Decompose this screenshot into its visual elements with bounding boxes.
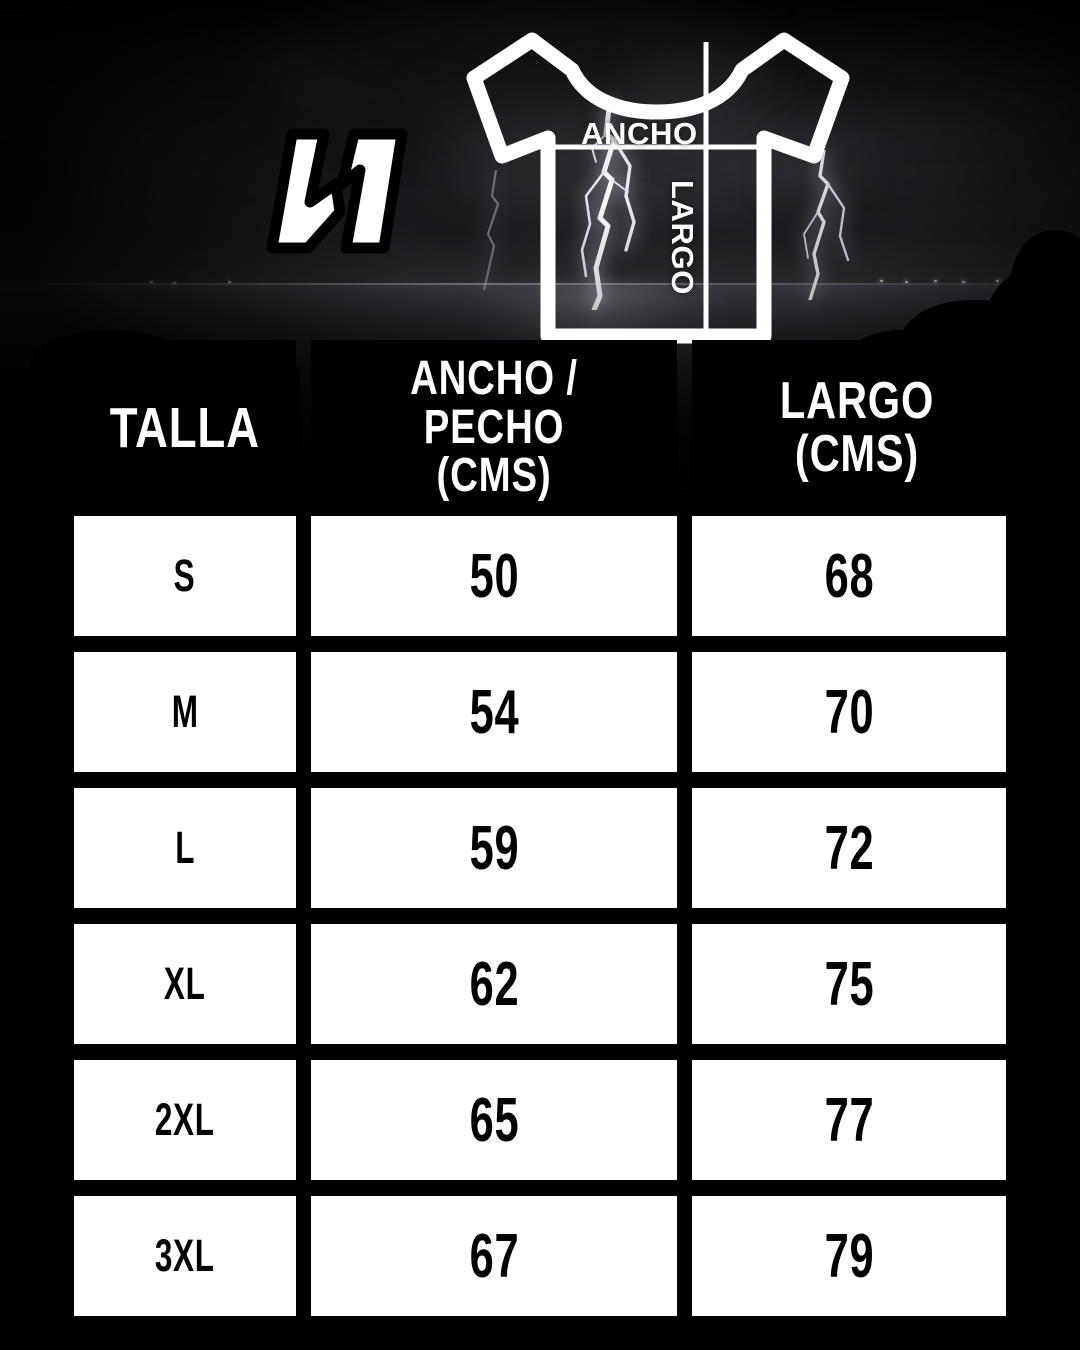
cell-width-value: 59 xyxy=(469,813,519,883)
cell-length-value: 70 xyxy=(824,677,874,747)
table-row: L 59 72 xyxy=(0,788,1080,924)
cell-size-value: M xyxy=(171,686,199,737)
table-row: 3XL 67 79 xyxy=(0,1196,1080,1332)
cell-size-value: 2XL xyxy=(155,1094,215,1145)
column-header-length: LARGO (CMS) xyxy=(692,340,1080,516)
cell-length: 77 xyxy=(692,1060,1006,1180)
cell-size: S xyxy=(74,516,296,636)
table-header-row: TALLA ANCHO / PECHO (CMS) LARGO (CMS) xyxy=(0,340,1080,516)
cell-size-value: S xyxy=(174,550,196,601)
column-header-width-label: ANCHO / PECHO (CMS) xyxy=(410,351,578,503)
cell-length: 79 xyxy=(692,1196,1006,1316)
cell-size-value: 3XL xyxy=(155,1230,215,1281)
cell-width-value: 65 xyxy=(469,1085,519,1155)
brand-logo xyxy=(262,128,432,256)
cell-width: 50 xyxy=(311,516,677,636)
cell-length: 68 xyxy=(692,516,1006,636)
cell-length-value: 72 xyxy=(824,813,874,883)
tshirt-diagram xyxy=(466,28,856,348)
cell-length: 75 xyxy=(692,924,1006,1044)
brand-logo-icon xyxy=(266,128,408,254)
cell-width: 65 xyxy=(311,1060,677,1180)
cell-width-value: 67 xyxy=(469,1221,519,1291)
cell-width: 67 xyxy=(311,1196,677,1316)
cell-width: 62 xyxy=(311,924,677,1044)
cell-length: 72 xyxy=(692,788,1006,908)
cell-width: 59 xyxy=(311,788,677,908)
cell-size: 2XL xyxy=(74,1060,296,1180)
cell-size-value: L xyxy=(175,822,195,873)
cell-length-value: 68 xyxy=(824,541,874,611)
cell-width: 54 xyxy=(311,652,677,772)
table-body: S 50 68 M 54 70 xyxy=(0,516,1080,1332)
table-row: M 54 70 xyxy=(0,652,1080,788)
table-row: XL 62 75 xyxy=(0,924,1080,1060)
table-row: 2XL 65 77 xyxy=(0,1060,1080,1196)
cell-length: 70 xyxy=(692,652,1006,772)
cell-size: 3XL xyxy=(74,1196,296,1316)
column-header-size-label: TALLA xyxy=(109,395,261,460)
cell-width-value: 54 xyxy=(469,677,519,747)
cell-width-value: 50 xyxy=(469,541,519,611)
shirt-length-label: LARGO xyxy=(665,180,700,295)
size-table: TALLA ANCHO / PECHO (CMS) LARGO (CMS) S … xyxy=(0,340,1080,1332)
cell-length-value: 79 xyxy=(824,1221,874,1291)
cell-width-value: 62 xyxy=(469,949,519,1019)
shirt-width-label: ANCHO xyxy=(581,116,698,151)
column-header-width: ANCHO / PECHO (CMS) xyxy=(311,340,677,516)
cell-size-value: XL xyxy=(164,958,206,1009)
cell-size: XL xyxy=(74,924,296,1044)
cell-size: L xyxy=(74,788,296,908)
table-row: S 50 68 xyxy=(0,516,1080,652)
column-header-length-label: LARGO (CMS) xyxy=(779,371,935,483)
column-header-size: TALLA xyxy=(74,340,296,516)
cell-length-value: 77 xyxy=(824,1085,874,1155)
cell-size: M xyxy=(74,652,296,772)
cell-length-value: 75 xyxy=(824,949,874,1019)
tshirt-outline-icon xyxy=(466,32,850,344)
